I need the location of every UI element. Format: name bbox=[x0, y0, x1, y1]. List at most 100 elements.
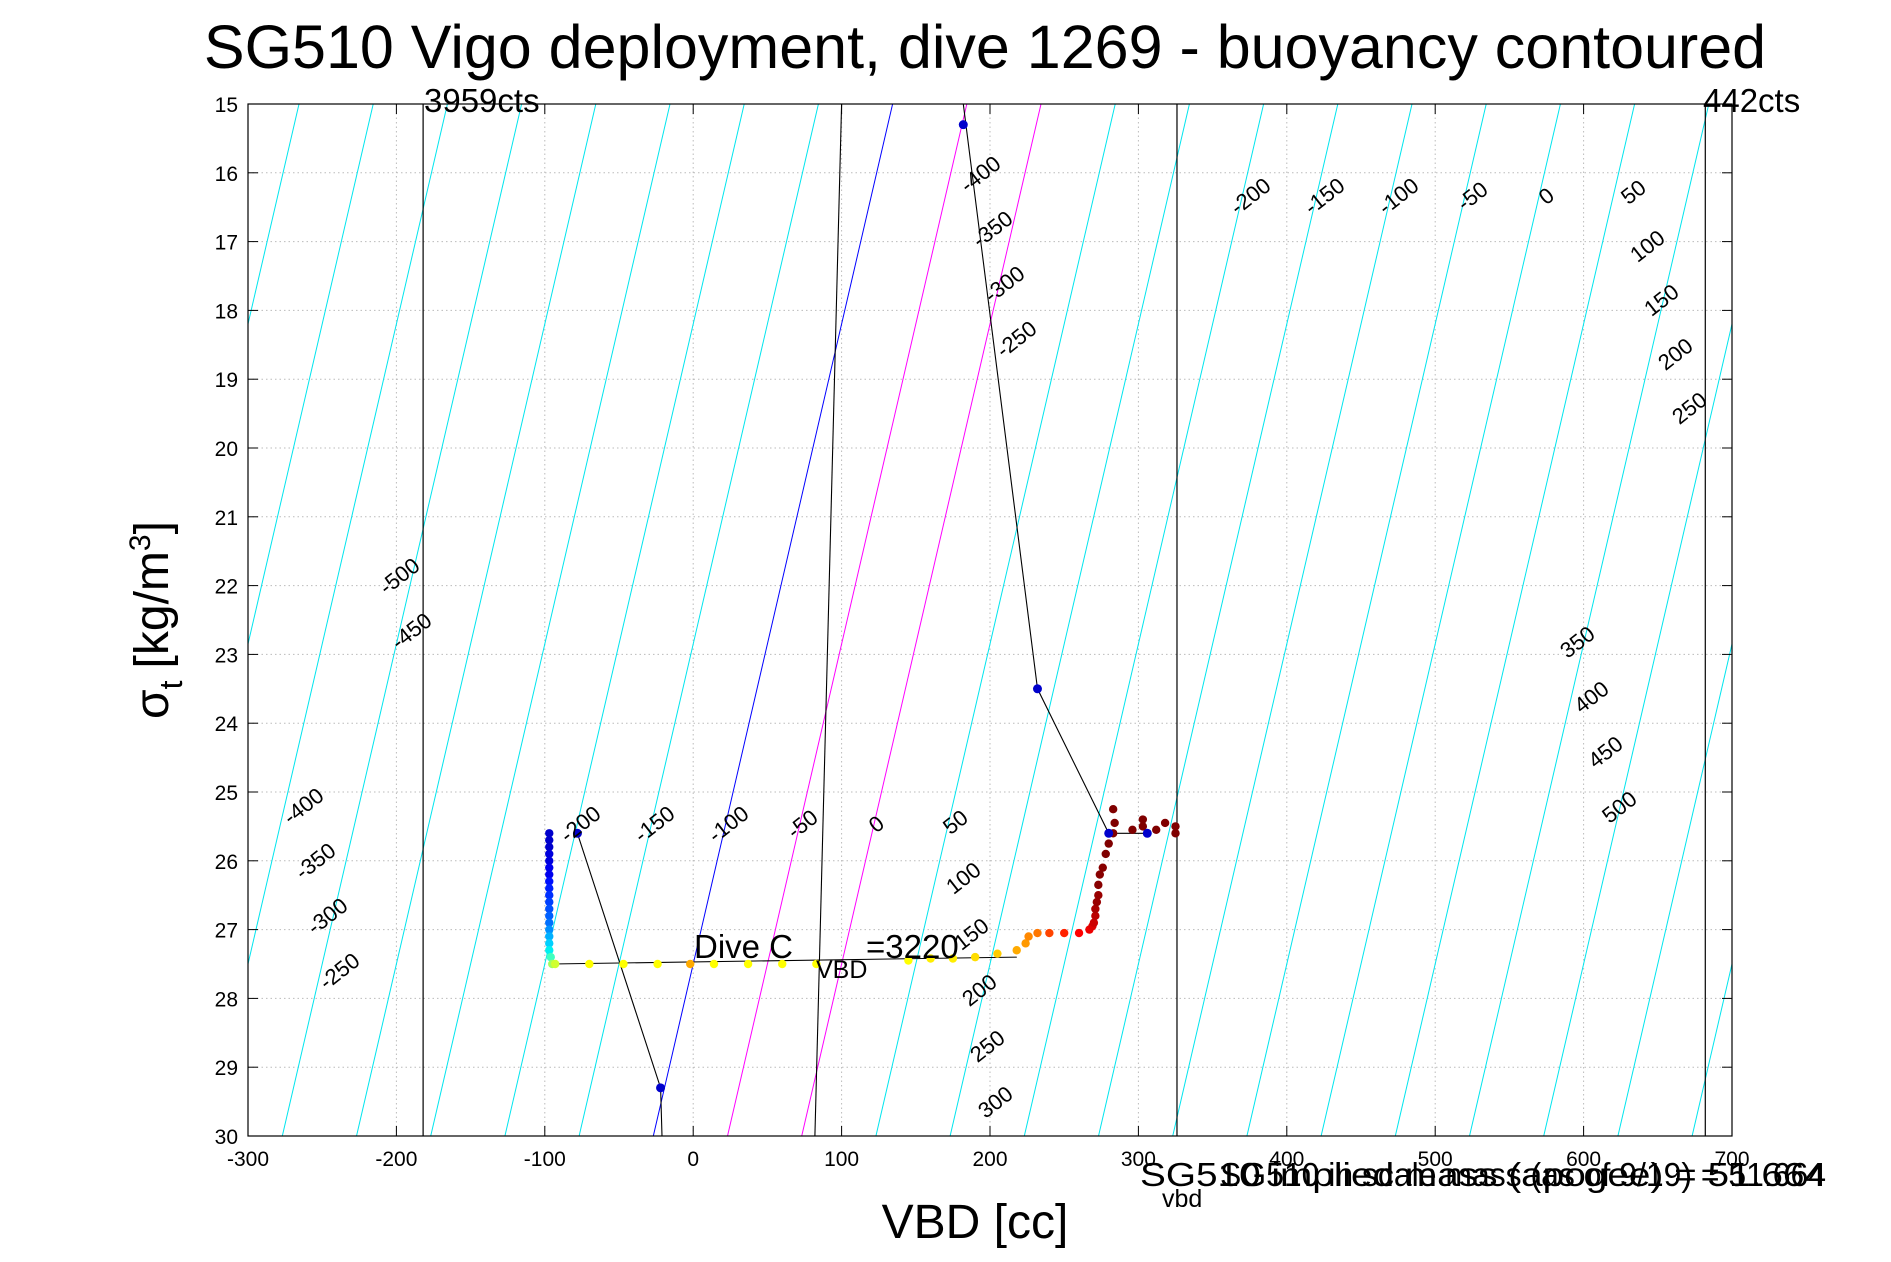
contour-line bbox=[248, 104, 448, 967]
profile-points bbox=[545, 120, 1180, 1093]
profile-point bbox=[1094, 880, 1103, 890]
profile-point bbox=[1108, 805, 1118, 814]
profile-point bbox=[545, 829, 554, 838]
profile-point bbox=[1060, 928, 1069, 938]
x-axis-label: VBD [cc] bbox=[882, 1196, 1069, 1249]
profile-point bbox=[545, 932, 554, 941]
contour-line bbox=[248, 104, 300, 327]
profile-point bbox=[1091, 904, 1100, 914]
profile-point bbox=[585, 959, 594, 969]
profile-point bbox=[686, 959, 695, 969]
profile-point bbox=[550, 959, 560, 969]
x-tick-label: 200 bbox=[972, 1148, 1007, 1171]
y-axis-label-close: ] bbox=[126, 521, 179, 534]
profile-point bbox=[545, 918, 554, 927]
contour-line bbox=[1320, 104, 1561, 1136]
x-tick-label: 500 bbox=[1418, 1148, 1453, 1171]
reference-marker bbox=[572, 828, 582, 838]
contour-line bbox=[949, 104, 1190, 1136]
profile-point bbox=[709, 959, 719, 969]
y-tick-label: 22 bbox=[215, 576, 238, 599]
y-tick-label: 24 bbox=[215, 713, 239, 736]
contour-line bbox=[281, 104, 523, 1136]
y-tick-label: 28 bbox=[215, 988, 238, 1011]
x-tick-label: 0 bbox=[687, 1148, 699, 1171]
profile-point bbox=[545, 946, 554, 955]
profile-point bbox=[1092, 897, 1102, 907]
contour-line bbox=[1098, 104, 1339, 1136]
contour-line bbox=[1023, 104, 1265, 1136]
reference-marker bbox=[958, 120, 968, 130]
profile-point bbox=[545, 904, 554, 914]
x-tick-label: -200 bbox=[375, 1148, 417, 1171]
profile-point bbox=[545, 884, 554, 893]
profile-point bbox=[545, 835, 554, 845]
profile-point bbox=[1098, 863, 1107, 872]
profile-point bbox=[545, 863, 554, 872]
profile-point bbox=[1110, 818, 1119, 828]
y-tick-label: 27 bbox=[215, 920, 238, 943]
y-tick-label: 30 bbox=[215, 1126, 238, 1149]
profile-point bbox=[926, 954, 935, 963]
dive-c-main: Dive C bbox=[694, 928, 793, 965]
y-tick-label: 21 bbox=[215, 507, 238, 530]
contour-line bbox=[0, 104, 225, 1136]
contour-line bbox=[1246, 104, 1487, 1136]
profile-point bbox=[545, 925, 554, 934]
contour-line bbox=[801, 104, 1042, 1136]
y-tick-label: 19 bbox=[215, 369, 238, 392]
profile-point bbox=[545, 877, 554, 886]
profile-point bbox=[545, 856, 554, 865]
implied-mass-annotation: SG510 implied mass (apogee) = 51.664 bbox=[1140, 1156, 1826, 1193]
profile-point bbox=[1104, 839, 1113, 848]
x-tick-label: 700 bbox=[1714, 1148, 1749, 1171]
reference-marker bbox=[1142, 828, 1152, 838]
contour-line bbox=[727, 104, 968, 1136]
profile-point bbox=[545, 842, 554, 852]
x-tick-label: 400 bbox=[1269, 1148, 1304, 1171]
profile-point bbox=[1160, 818, 1170, 828]
profile-point bbox=[545, 939, 554, 948]
profile-point bbox=[1012, 946, 1021, 955]
chart-title: SG510 Vigo deployment, dive 1269 - buoya… bbox=[204, 13, 1766, 81]
profile-point bbox=[545, 911, 554, 921]
profile-point bbox=[545, 870, 554, 879]
contour-line bbox=[1766, 104, 1891, 1136]
x-tick-label: 300 bbox=[1121, 1148, 1156, 1171]
vbd-subscript-annotation: vbd bbox=[1162, 1185, 1202, 1213]
limit-label-left: 3959cts bbox=[424, 82, 540, 119]
reference-marker bbox=[1104, 828, 1114, 838]
profile-point bbox=[1089, 918, 1099, 927]
profile-point bbox=[812, 959, 821, 969]
profile-point bbox=[545, 897, 554, 907]
contour-line bbox=[1543, 321, 1732, 1136]
y-axis-label-main: σ bbox=[126, 689, 179, 719]
y-tick-label: 26 bbox=[215, 851, 238, 874]
y-axis-label-sup: 3 bbox=[124, 534, 157, 551]
scale-mass-annotation: SG510 in scale mass (as of 9/19) = 51.66… bbox=[1220, 1156, 1826, 1193]
contour-line bbox=[578, 104, 819, 1136]
contour-line bbox=[430, 104, 671, 1136]
profile-point bbox=[1128, 825, 1137, 835]
vbd-limit-lines bbox=[422, 104, 1706, 1136]
profile-point bbox=[1021, 939, 1030, 948]
profile-point bbox=[545, 849, 554, 859]
contour-line bbox=[1841, 104, 1891, 1136]
dive-c-value: =3220 bbox=[866, 928, 959, 965]
dive-c-subscript: VBD bbox=[816, 956, 867, 984]
contour-line bbox=[0, 104, 76, 1136]
y-tick-label: 15 bbox=[215, 94, 238, 117]
reference-marker bbox=[1032, 684, 1042, 694]
profile-point bbox=[653, 959, 662, 969]
contour-line bbox=[1172, 104, 1413, 1136]
profile-point bbox=[993, 949, 1002, 958]
profile-point bbox=[1024, 932, 1033, 941]
contour-line bbox=[875, 104, 1116, 1136]
contour-line bbox=[356, 104, 597, 1136]
y-axis-label: σt [kg/m3] bbox=[124, 521, 189, 719]
profile-point bbox=[545, 891, 554, 900]
y-axis-label-rest: [kg/m bbox=[126, 551, 179, 668]
profile-point bbox=[619, 959, 628, 969]
profile-point bbox=[1138, 815, 1148, 824]
